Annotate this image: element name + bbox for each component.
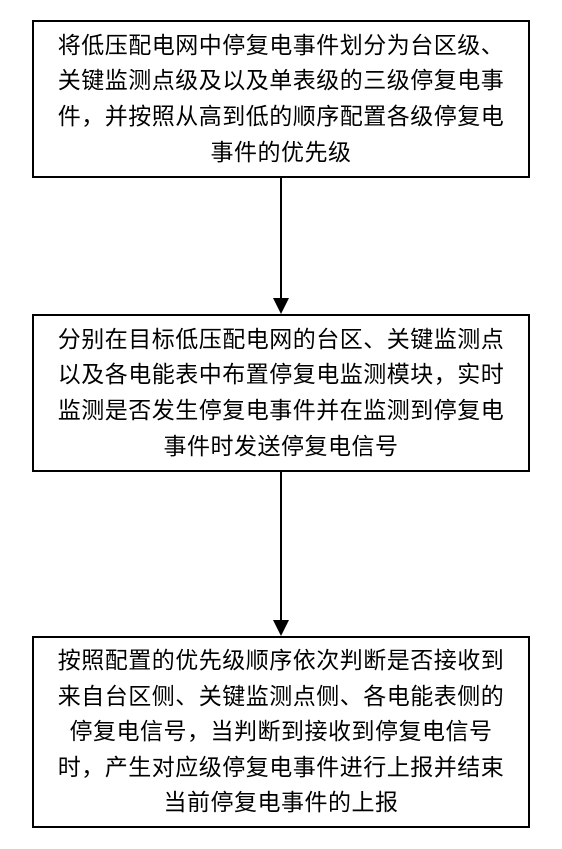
- node-text: 将低压配电网中停复电事件划分为台区级、关键监测点级及以及单表级的三级停复电事件，…: [52, 28, 510, 171]
- flowchart-edge-1-line: [280, 178, 282, 298]
- flowchart-edge-1-head: [273, 298, 289, 314]
- node-text: 分别在目标低压配电网的台区、关键监测点以及各电能表中布置停复电监测模块，实时监测…: [52, 322, 510, 465]
- flowchart-node-step2: 分别在目标低压配电网的台区、关键监测点以及各电能表中布置停复电监测模块，实时监测…: [32, 314, 530, 472]
- flowchart-edge-2-head: [273, 620, 289, 636]
- flowchart-node-step1: 将低压配电网中停复电事件划分为台区级、关键监测点级及以及单表级的三级停复电事件，…: [32, 20, 530, 178]
- node-text: 按照配置的优先级顺序依次判断是否接收到来自台区侧、关键监测点侧、各电能表侧的停复…: [52, 643, 510, 821]
- flowchart-canvas: 将低压配电网中停复电事件划分为台区级、关键监测点级及以及单表级的三级停复电事件，…: [0, 0, 562, 849]
- flowchart-edge-2-line: [280, 472, 282, 620]
- flowchart-node-step3: 按照配置的优先级顺序依次判断是否接收到来自台区侧、关键监测点侧、各电能表侧的停复…: [32, 636, 530, 828]
